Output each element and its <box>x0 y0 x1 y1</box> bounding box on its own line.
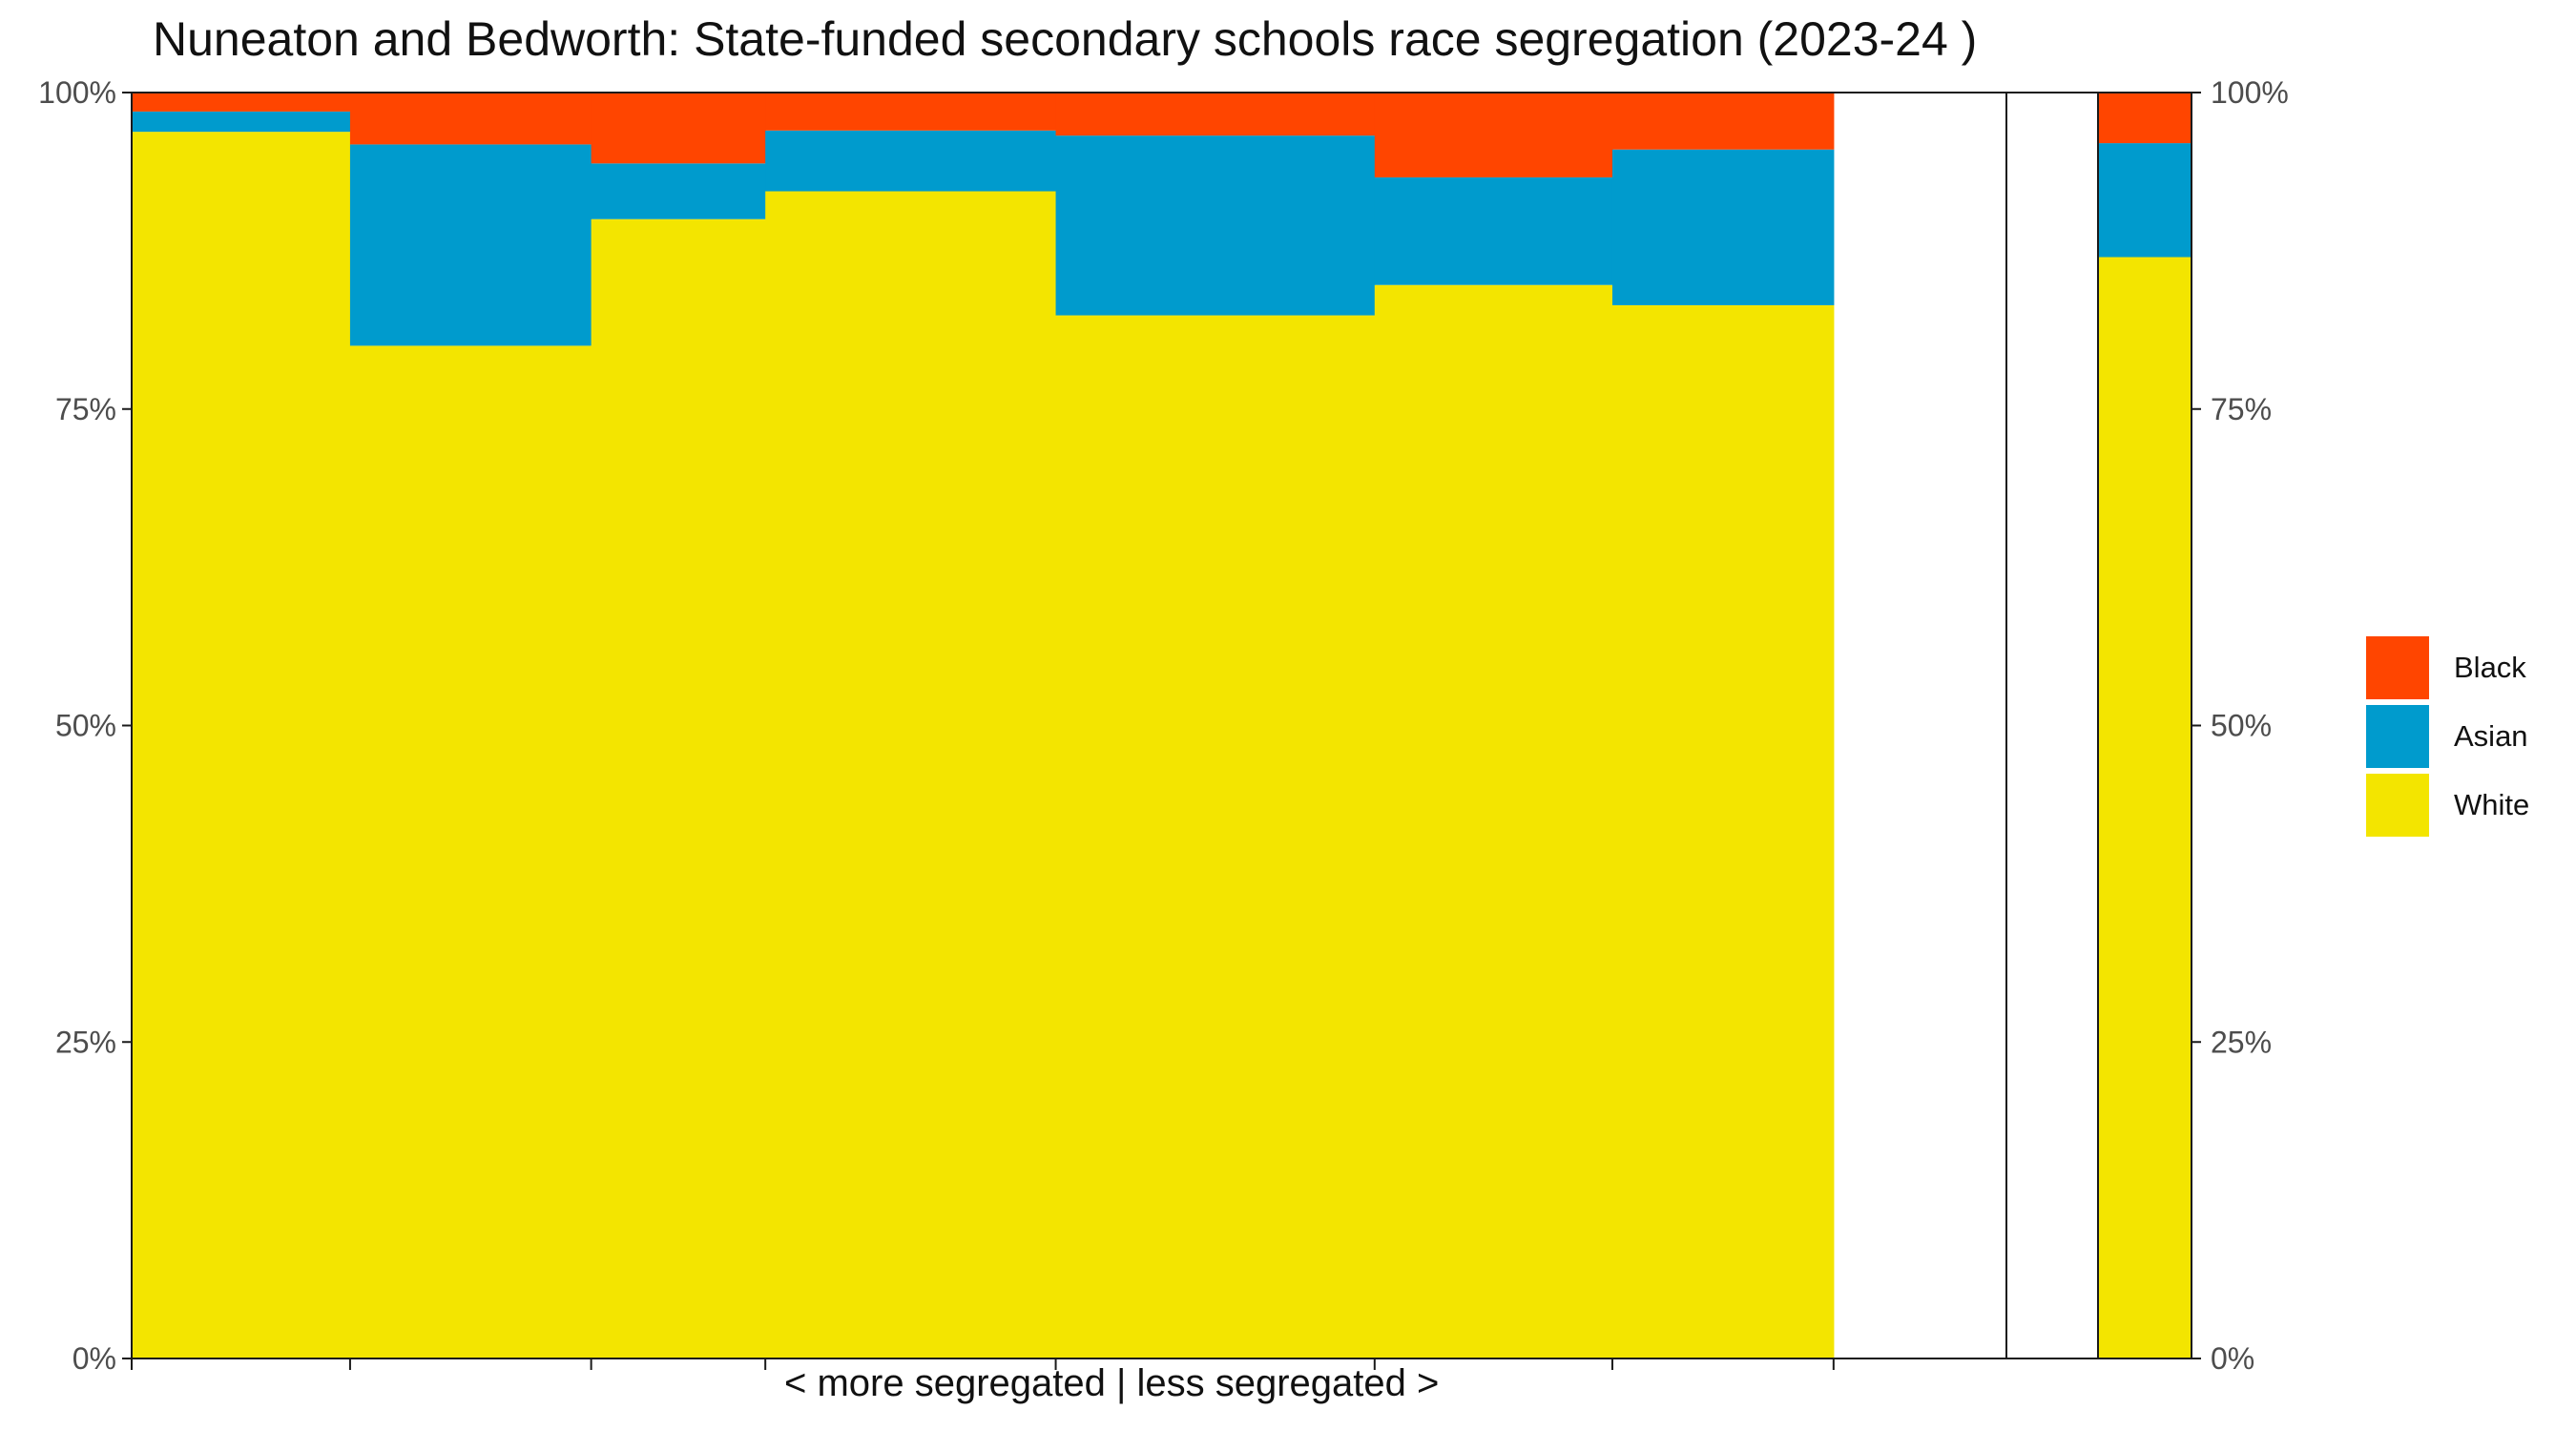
chart-title: Nuneaton and Bedworth: State-funded seco… <box>153 12 1978 66</box>
bar-school-3-white <box>591 218 766 1359</box>
overall-bar <box>2098 93 2192 1358</box>
legend-item-black: Black <box>2366 633 2529 702</box>
bar-school-6-asian <box>1374 176 1613 285</box>
y-tick-label-right: 50% <box>2211 709 2272 743</box>
y-tick-label-left: 100% <box>38 75 116 110</box>
y-tick-label-left: 50% <box>55 709 116 743</box>
legend: Black Asian White <box>2366 633 2529 840</box>
bar-school-7-asian <box>1611 149 1835 305</box>
y-tick-label-right: 75% <box>2211 392 2272 426</box>
legend-item-asian: Asian <box>2366 702 2529 771</box>
bar-school-5-white <box>1055 315 1376 1358</box>
axes: 0% 0% 25% 25% 50% 50% 75% 75% 100% 100% <box>38 75 2289 1376</box>
legend-label-white: White <box>2454 788 2530 821</box>
bar-school-1-asian <box>132 111 351 133</box>
bar-school-2-black <box>349 93 592 145</box>
bar-school-6-black <box>1374 93 1613 177</box>
bar-school-4-white <box>765 191 1057 1359</box>
y-tick-label-right: 25% <box>2211 1025 2272 1059</box>
bar-school-1-black <box>132 93 351 112</box>
bar-school-7-black <box>1611 93 1835 150</box>
bar-school-3-asian <box>591 163 766 219</box>
legend-label-asian: Asian <box>2454 719 2528 753</box>
bar-school-2-white <box>349 345 592 1358</box>
legend-item-white: White <box>2366 771 2529 840</box>
legend-swatch-black <box>2366 636 2429 699</box>
bar-school-4-asian <box>765 130 1057 192</box>
bar-school-2-asian <box>349 144 592 346</box>
bar-overall-black <box>2098 93 2192 144</box>
stacked-bars <box>132 93 1835 1359</box>
bar-school-1-white <box>132 132 351 1359</box>
legend-label-black: Black <box>2454 651 2526 684</box>
bar-school-3-black <box>591 93 766 164</box>
bar-school-6-white <box>1374 284 1613 1359</box>
legend-swatch-asian <box>2366 705 2429 768</box>
bar-school-5-black <box>1055 93 1376 136</box>
y-tick-label-left: 0% <box>73 1341 116 1376</box>
bar-school-7-white <box>1611 304 1835 1358</box>
y-tick-label-left: 25% <box>55 1025 116 1059</box>
x-axis-label: < more segregated | less segregated > <box>784 1362 1440 1404</box>
bar-overall-asian <box>2098 143 2192 258</box>
bar-school-4-black <box>765 93 1057 131</box>
legend-swatch-white <box>2366 774 2429 837</box>
bar-overall-white <box>2098 257 2192 1358</box>
y-tick-label-right: 100% <box>2211 75 2289 110</box>
bar-school-5-asian <box>1055 135 1376 316</box>
y-tick-label-left: 75% <box>55 392 116 426</box>
y-tick-label-right: 0% <box>2211 1341 2254 1376</box>
